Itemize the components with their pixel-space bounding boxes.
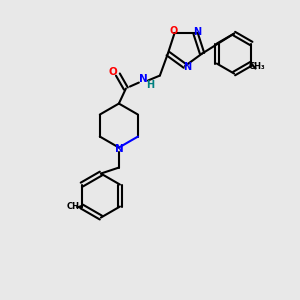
Text: O: O xyxy=(109,67,117,76)
Text: O: O xyxy=(169,26,178,36)
Text: CH₃: CH₃ xyxy=(67,202,83,211)
Text: N: N xyxy=(194,27,202,38)
Text: N: N xyxy=(115,144,123,154)
Text: H: H xyxy=(146,80,154,90)
Text: N: N xyxy=(183,62,191,72)
Text: CH₃: CH₃ xyxy=(248,62,265,71)
Text: N: N xyxy=(139,74,147,84)
